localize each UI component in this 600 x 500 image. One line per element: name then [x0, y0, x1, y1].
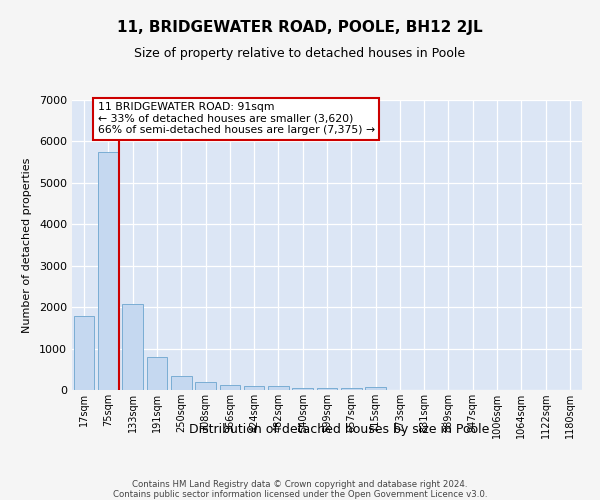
Bar [146, 357, 167, 390]
Text: Distribution of detached houses by size in Poole: Distribution of detached houses by size … [189, 422, 489, 436]
Text: Contains HM Land Registry data © Crown copyright and database right 2024.
Contai: Contains HM Land Registry data © Crown c… [113, 480, 487, 500]
Text: 11, BRIDGEWATER ROAD, POOLE, BH12 2JL: 11, BRIDGEWATER ROAD, POOLE, BH12 2JL [117, 20, 483, 35]
Bar [365, 386, 386, 390]
Y-axis label: Number of detached properties: Number of detached properties [22, 158, 32, 332]
Bar [195, 382, 216, 390]
Bar [317, 388, 337, 390]
Bar [122, 304, 143, 390]
Bar [244, 386, 265, 390]
Bar [171, 376, 191, 390]
Bar [220, 386, 240, 390]
Text: 11 BRIDGEWATER ROAD: 91sqm
← 33% of detached houses are smaller (3,620)
66% of s: 11 BRIDGEWATER ROAD: 91sqm ← 33% of deta… [97, 102, 374, 136]
Bar [341, 388, 362, 390]
Bar [292, 388, 313, 390]
Text: Size of property relative to detached houses in Poole: Size of property relative to detached ho… [134, 48, 466, 60]
Bar [268, 386, 289, 390]
Bar [98, 152, 119, 390]
Bar [74, 316, 94, 390]
